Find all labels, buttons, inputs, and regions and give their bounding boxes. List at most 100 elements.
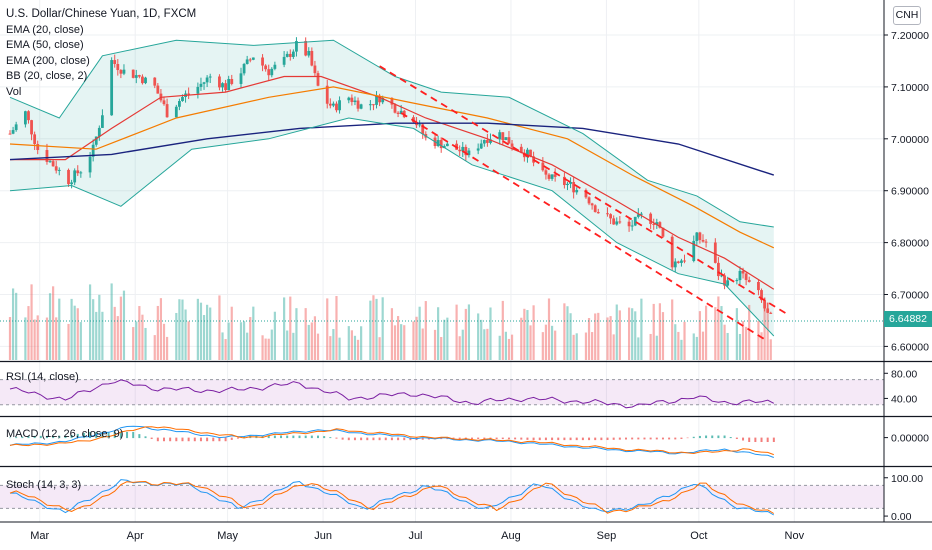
macd-label[interactable]: MACD (12, 26, close, 9) bbox=[6, 428, 124, 440]
candle-body bbox=[741, 270, 745, 274]
candle-body bbox=[227, 79, 231, 91]
candle-body bbox=[101, 115, 104, 128]
macd-histogram-bar bbox=[600, 437, 603, 441]
macd-histogram-bar bbox=[742, 437, 745, 441]
candle-body bbox=[445, 143, 449, 147]
legend-ema50[interactable]: EMA (50, close) bbox=[6, 39, 84, 51]
candle-body bbox=[476, 148, 480, 151]
volume-bar bbox=[446, 317, 449, 360]
candle-body bbox=[658, 222, 662, 228]
volume-bar bbox=[273, 311, 276, 360]
legend-ema20[interactable]: EMA (20, close) bbox=[6, 23, 84, 36]
volume-bar bbox=[390, 308, 394, 360]
volume-bar bbox=[584, 332, 588, 360]
volume-bar bbox=[501, 300, 504, 360]
macd-histogram-bar bbox=[575, 437, 578, 441]
volume-bar bbox=[335, 296, 338, 360]
candle-body bbox=[285, 53, 289, 57]
macd-histogram-bar bbox=[181, 437, 184, 442]
candle-body bbox=[261, 57, 264, 66]
rsi-label[interactable]: RSI (14, close) bbox=[6, 371, 79, 383]
candle-body bbox=[553, 174, 557, 177]
candle-body bbox=[375, 95, 378, 105]
legend-ema200[interactable]: EMA (200, close) bbox=[6, 54, 90, 67]
candle-body bbox=[14, 124, 18, 131]
volume-bar bbox=[162, 323, 166, 360]
macd-histogram-bar bbox=[175, 437, 178, 442]
volume-bar bbox=[113, 306, 116, 360]
candle-body bbox=[504, 137, 508, 141]
candle-body bbox=[242, 64, 246, 74]
stoch-label[interactable]: Stoch (14, 3, 3) bbox=[6, 479, 82, 491]
macd-histogram-bar bbox=[384, 437, 387, 441]
volume-bar bbox=[159, 298, 163, 360]
volume-bar bbox=[649, 333, 652, 360]
volume-bar bbox=[467, 304, 471, 360]
y-tick-label: 40.00 bbox=[891, 393, 917, 405]
legend-bb[interactable]: BB (20, close, 2) bbox=[6, 70, 88, 82]
macd-histogram-bar bbox=[631, 437, 634, 440]
candle-body bbox=[304, 41, 308, 56]
macd-histogram-bar bbox=[538, 437, 541, 441]
macd-histogram-bar bbox=[298, 435, 301, 439]
macd-histogram-bar bbox=[403, 437, 406, 441]
macd-histogram-bar bbox=[132, 431, 135, 439]
volume-bar bbox=[504, 331, 507, 360]
candle-body bbox=[713, 242, 717, 263]
volume-bar bbox=[587, 318, 591, 360]
macd-histogram-bar bbox=[717, 435, 720, 439]
volume-bar bbox=[723, 324, 726, 360]
last-price-tag: 6.64882 bbox=[884, 311, 932, 327]
volume-bar bbox=[187, 321, 190, 360]
volume-bar bbox=[267, 338, 270, 360]
volume-bar bbox=[433, 329, 437, 360]
macd-histogram-bar bbox=[224, 437, 227, 442]
volume-bar bbox=[141, 314, 144, 360]
volume-bar bbox=[486, 328, 489, 360]
volume-bar bbox=[526, 310, 529, 360]
volume-bar bbox=[286, 330, 289, 360]
candle-body bbox=[8, 133, 12, 135]
macd-histogram-bar bbox=[89, 431, 92, 439]
macd-histogram-bar bbox=[310, 435, 313, 439]
candle-body bbox=[615, 221, 619, 225]
macd-histogram-bar bbox=[76, 433, 79, 439]
volume-bar bbox=[403, 325, 406, 360]
volume-bar bbox=[443, 319, 446, 360]
candle-body bbox=[153, 77, 157, 86]
candle-body bbox=[141, 76, 144, 84]
candle-body bbox=[676, 261, 680, 263]
macd-histogram-bar bbox=[501, 437, 504, 440]
volume-bar bbox=[458, 336, 461, 360]
volume-bar bbox=[199, 302, 203, 360]
volume-bar bbox=[52, 286, 55, 360]
macd-histogram-bar bbox=[329, 437, 332, 439]
macd-histogram-bar bbox=[267, 435, 270, 439]
macd-histogram-bar bbox=[594, 437, 597, 441]
currency-button[interactable]: CNH bbox=[893, 6, 921, 25]
macd-histogram-bar bbox=[15, 437, 18, 439]
macd-histogram-bar bbox=[514, 437, 517, 440]
line-bb-20-close-2-upper bbox=[9, 39, 774, 228]
candle-body bbox=[680, 260, 683, 263]
macd-histogram-bar bbox=[39, 435, 42, 439]
volume-bar bbox=[745, 326, 748, 360]
macd-histogram-bar bbox=[507, 437, 510, 440]
volume-bar bbox=[683, 321, 686, 360]
macd-histogram-bar bbox=[748, 437, 751, 442]
candle-body bbox=[618, 221, 622, 223]
candle-body bbox=[636, 214, 640, 217]
volume-bar bbox=[356, 339, 360, 360]
candle-body bbox=[353, 100, 357, 103]
volume-bar bbox=[627, 307, 631, 360]
candle-body bbox=[221, 83, 224, 88]
line-ema-50-close- bbox=[9, 86, 775, 249]
volume-bar bbox=[717, 296, 720, 360]
macd-histogram-bar bbox=[544, 437, 547, 441]
candle-body bbox=[587, 197, 591, 204]
volume-bar bbox=[252, 306, 255, 360]
volume-bar bbox=[249, 317, 252, 360]
macd-histogram-bar bbox=[612, 437, 615, 440]
legend-volume[interactable]: Vol bbox=[6, 85, 22, 98]
